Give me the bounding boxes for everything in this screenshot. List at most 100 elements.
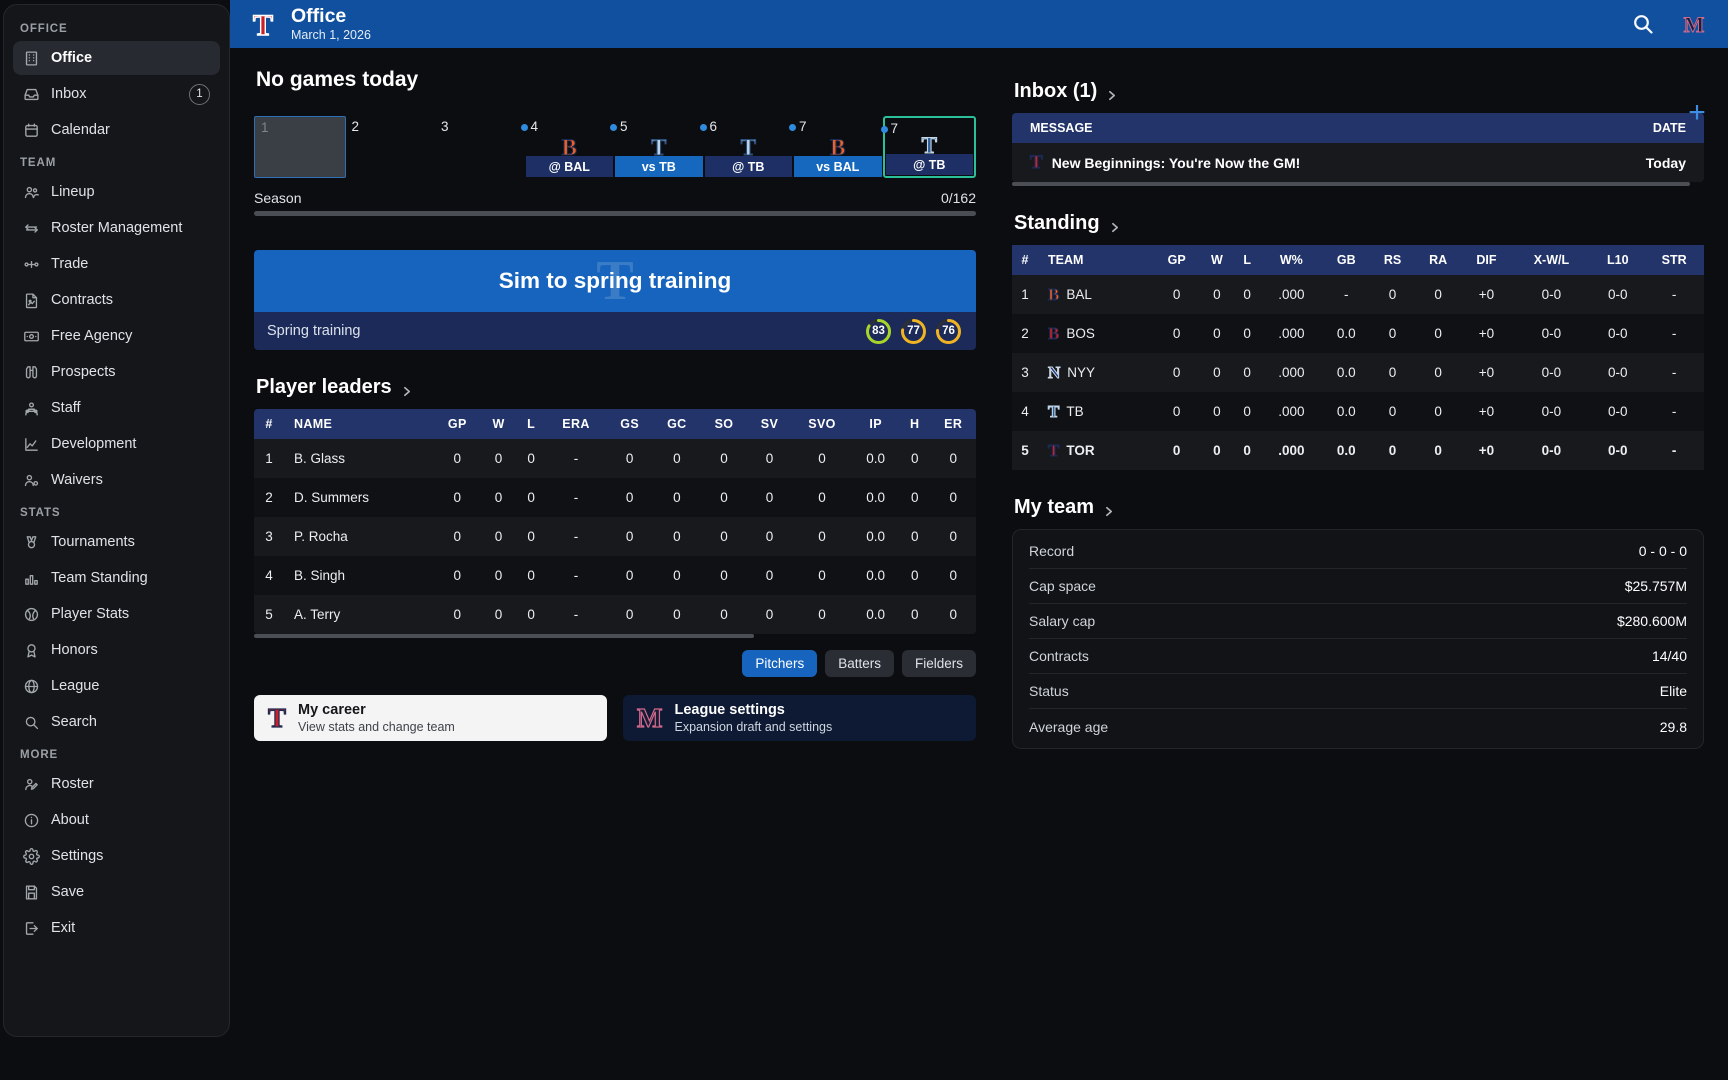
inbox-scrollbar[interactable] — [1012, 182, 1704, 186]
league-logo-icon[interactable]: M — [1682, 12, 1706, 38]
standing-col-w[interactable]: W — [1199, 245, 1235, 275]
standing-row[interactable]: 4 T TB 0 0 0.000 0.0 0 0 +0 0-0 0-0- — [1012, 392, 1704, 431]
standing-col-team[interactable]: TEAM — [1038, 245, 1154, 275]
sidebar-item-contracts[interactable]: Contracts — [13, 283, 220, 317]
sidebar-item-prospects[interactable]: Prospects — [13, 355, 220, 389]
my-team-heading[interactable]: My team — [1014, 496, 1704, 519]
scrollbar-thumb[interactable] — [1012, 182, 1691, 186]
sidebar-item-lineup[interactable]: Lineup — [13, 175, 220, 209]
scrollbar-thumb[interactable] — [254, 634, 754, 638]
table-row[interactable]: 4 B. Singh 0 0 0 - 0 0 0 0 0 0.0 0 0 — [254, 556, 976, 595]
player-leaders-col-er[interactable]: ER — [930, 409, 976, 439]
table-row[interactable]: 1 B. Glass 0 0 0 - 0 0 0 0 0 0.0 0 0 — [254, 439, 976, 478]
standing-row[interactable]: 2 B BOS 0 0 0.000 0.0 0 0 +0 0-0 0-0- — [1012, 314, 1704, 353]
sidebar-item-inbox[interactable]: Inbox 1 — [13, 77, 220, 111]
sidebar-item-search[interactable]: Search — [13, 705, 220, 739]
sidebar-item-save[interactable]: Save — [13, 875, 220, 909]
sidebar-item-office[interactable]: Office — [13, 41, 220, 75]
standing-row[interactable]: 3 N NYY 0 0 0.000 0.0 0 0 +0 0-0 0-0- — [1012, 353, 1704, 392]
standing-stat-cell: 0 — [1243, 404, 1251, 419]
player-leaders-col-svo[interactable]: SVO — [791, 409, 853, 439]
standing-col-l[interactable]: L — [1234, 245, 1261, 275]
sim-to-spring-training-button[interactable]: T Sim to spring training — [254, 250, 976, 312]
sidebar-item-player-stats[interactable]: Player Stats — [13, 597, 220, 631]
stat-cell: 0 — [527, 451, 535, 466]
sidebar-item-honors[interactable]: Honors — [13, 633, 220, 667]
sidebar-item-calendar[interactable]: Calendar — [13, 113, 220, 147]
standing-stat-cell: .000 — [1278, 365, 1305, 380]
player-leaders-col-gp[interactable]: GP — [434, 409, 481, 439]
standing-col-ra[interactable]: RA — [1415, 245, 1462, 275]
stat-cell: 0 — [765, 607, 774, 622]
player-leaders-col-ip[interactable]: IP — [852, 409, 899, 439]
standing-col-gp[interactable]: GP — [1153, 245, 1200, 275]
sidebar-item-free-agency[interactable]: Free Agency — [13, 319, 220, 353]
standing-heading[interactable]: Standing — [1014, 212, 1704, 235]
player-leaders-scrollbar[interactable] — [254, 634, 976, 638]
sidebar-item-tournaments[interactable]: Tournaments — [13, 525, 220, 559]
player-leaders-col-l[interactable]: L — [516, 409, 546, 439]
game-matchup-label[interactable]: vs BAL — [794, 156, 882, 177]
standing-stat-cell: +0 — [1478, 443, 1495, 458]
stat-cell: 0 — [625, 451, 634, 466]
sidebar-item-waivers[interactable]: Waivers — [13, 463, 220, 497]
search-icon[interactable] — [1631, 12, 1655, 36]
standing-col-gb[interactable]: GB — [1322, 245, 1371, 275]
player-leaders-col-sv[interactable]: SV — [747, 409, 792, 439]
game-matchup-label[interactable]: @ BAL — [525, 156, 613, 177]
standing-row[interactable]: 5 T TOR 0 0 0.000 0.0 0 0 +0 0-0 0-0- — [1012, 431, 1704, 470]
standing-col-str[interactable]: STR — [1644, 245, 1704, 275]
table-row[interactable]: 5 A. Terry 0 0 0 - 0 0 0 0 0 0.0 0 0 — [254, 595, 976, 634]
standing-col-l10[interactable]: L10 — [1591, 245, 1645, 275]
sidebar-item-trade[interactable]: Trade — [13, 247, 220, 281]
schedule-day-2[interactable]: 2 — [346, 116, 436, 178]
inbox-row[interactable]: T New Beginnings: You're Now the GM! Today — [1012, 143, 1704, 182]
my-career-card[interactable]: T My career View stats and change team — [254, 695, 607, 741]
league-settings-card[interactable]: M League settings Expansion draft and sett… — [623, 695, 976, 741]
player-leaders-col-so[interactable]: SO — [700, 409, 748, 439]
sidebar-item-about[interactable]: About — [13, 803, 220, 837]
filter-pitchers[interactable]: Pitchers — [742, 650, 818, 677]
sidebar-item-roster-management[interactable]: Roster Management — [13, 211, 220, 245]
player-leaders-col-era[interactable]: ERA — [545, 409, 607, 439]
schedule-day-3[interactable]: 3 — [435, 116, 525, 178]
standing-col-[interactable]: # — [1012, 245, 1038, 275]
binoculars-icon — [23, 364, 40, 381]
sidebar-item-roster[interactable]: Roster — [13, 767, 220, 801]
player-leaders-col-h[interactable]: H — [898, 409, 931, 439]
player-leaders-col-w[interactable]: W — [480, 409, 517, 439]
player-leaders-col-gs[interactable]: GS — [606, 409, 653, 439]
player-leaders-heading[interactable]: Player leaders — [256, 376, 990, 399]
sidebar-item-league[interactable]: League — [13, 669, 220, 703]
standing-col-w[interactable]: W% — [1260, 245, 1323, 275]
inbox-heading[interactable]: Inbox (1) — [1014, 80, 1704, 103]
schedule-day-4[interactable]: 4 B @ BAL — [520, 116, 615, 178]
sidebar-item-settings[interactable]: Settings — [13, 839, 220, 873]
add-widget-button[interactable]: + — [1688, 96, 1706, 129]
standing-col-dif[interactable]: DIF — [1461, 245, 1512, 275]
filter-batters[interactable]: Batters — [825, 650, 894, 677]
stat-cell: 0 — [910, 607, 919, 622]
filter-fielders[interactable]: Fielders — [901, 650, 976, 677]
schedule-day-1[interactable]: 1 — [254, 116, 346, 178]
schedule-day-6[interactable]: 6 T @ TB — [699, 116, 794, 178]
sidebar-item-development[interactable]: Development — [13, 427, 220, 461]
player-leaders-col-gc[interactable]: GC — [652, 409, 701, 439]
standing-col-xwl[interactable]: X-W/L — [1511, 245, 1592, 275]
standing-col-rs[interactable]: RS — [1370, 245, 1416, 275]
sidebar-item-label: Search — [51, 714, 97, 730]
sidebar-item-team-standing[interactable]: Team Standing — [13, 561, 220, 595]
standing-row[interactable]: 1 B BAL 0 0 0 .000 - 0 0 +0 0-0 0-0 - — [1012, 275, 1704, 314]
table-row[interactable]: 2 D. Summers 0 0 0 - 0 0 0 0 0 0.0 0 0 — [254, 478, 976, 517]
schedule-day-7b[interactable]: 7 T @ TB — [880, 116, 976, 178]
player-leaders-col-name[interactable]: NAME — [284, 409, 434, 439]
table-row[interactable]: 3 P. Rocha 0 0 0 - 0 0 0 0 0 0.0 0 0 — [254, 517, 976, 556]
player-leaders-col-[interactable]: # — [254, 409, 284, 439]
game-matchup-label[interactable]: @ TB — [885, 154, 973, 175]
game-matchup-label[interactable]: vs TB — [615, 156, 703, 177]
sidebar-item-exit[interactable]: Exit — [13, 911, 220, 945]
sidebar-item-staff[interactable]: Staff — [13, 391, 220, 425]
game-matchup-label[interactable]: @ TB — [704, 156, 792, 177]
